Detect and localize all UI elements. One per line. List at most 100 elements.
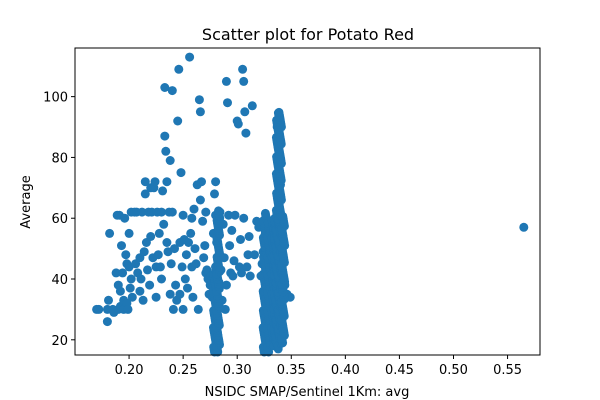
data-point [126, 274, 136, 284]
data-point [211, 177, 221, 187]
x-tick-label: 0.45 [385, 363, 414, 378]
x-tick-label: 0.20 [115, 363, 144, 378]
data-point [161, 146, 171, 156]
data-point [118, 268, 128, 278]
chart-title: Scatter plot for Potato Red [202, 25, 414, 44]
data-point [137, 207, 147, 217]
data-point [191, 259, 201, 269]
y-axis: 20 40 60 80 100 [43, 91, 75, 349]
data-point [154, 228, 164, 238]
data-point [194, 95, 204, 105]
x-axis-label: NSIDC SMAP/Sentinel 1Km: avg [205, 385, 410, 400]
data-point [162, 177, 172, 187]
data-point [178, 304, 188, 314]
data-point [195, 195, 205, 205]
data-point [278, 211, 288, 221]
data-point [176, 168, 186, 178]
data-point [242, 262, 252, 272]
y-tick-label: 60 [51, 212, 68, 227]
data-point [214, 206, 223, 216]
data-point [230, 210, 240, 220]
data-point [138, 295, 148, 305]
x-tick-label: 0.55 [493, 363, 522, 378]
data-point [236, 235, 245, 244]
data-point [166, 259, 176, 269]
data-point [157, 207, 166, 217]
data-point [200, 241, 210, 251]
data-point [181, 250, 191, 260]
y-tick-label: 80 [51, 151, 68, 166]
data-point [178, 210, 188, 220]
data-point [241, 128, 251, 138]
x-tick-label: 0.25 [169, 363, 198, 378]
data-point [146, 232, 156, 241]
data-point [238, 64, 248, 74]
data-point [193, 304, 203, 314]
data-point [190, 244, 200, 254]
data-point [177, 262, 187, 272]
data-point [121, 250, 131, 260]
data-point [237, 268, 246, 278]
data-point [102, 317, 112, 327]
data-point [224, 210, 234, 220]
data-point [189, 204, 199, 214]
data-point [183, 283, 192, 293]
y-tick-label: 100 [43, 91, 68, 106]
data-point [150, 177, 160, 187]
data-point [165, 289, 175, 299]
plot-frame [74, 47, 541, 356]
data-point [158, 186, 168, 196]
data-point [250, 250, 259, 260]
data-point [165, 156, 175, 165]
data-point [221, 76, 231, 86]
data-point [199, 253, 209, 263]
data-point [244, 232, 254, 241]
data-point [201, 207, 211, 217]
data-point [170, 244, 179, 254]
data-point [197, 177, 206, 187]
data-point [243, 250, 253, 260]
data-point [198, 216, 208, 226]
data-point [104, 295, 113, 305]
data-point [233, 119, 243, 129]
x-tick-label: 0.30 [223, 363, 252, 378]
data-point [115, 286, 125, 296]
y-axis-label: Average [19, 175, 34, 228]
data-point [173, 116, 183, 126]
data-point [140, 177, 150, 187]
data-point [195, 107, 205, 117]
data-point [239, 213, 249, 223]
data-point [223, 98, 232, 108]
data-point [240, 107, 250, 117]
data-point [139, 247, 149, 257]
data-point [140, 189, 150, 199]
data-point [245, 271, 255, 281]
data-point [187, 213, 197, 223]
data-point [188, 292, 198, 302]
data-point [160, 83, 170, 92]
data-point [239, 76, 249, 86]
data-point [151, 292, 161, 302]
data-point [228, 271, 238, 281]
data-point [174, 64, 184, 74]
data-point [94, 304, 104, 314]
data-point [143, 265, 152, 275]
data-point [157, 274, 166, 284]
scatter-points [92, 52, 529, 357]
data-point [136, 274, 146, 284]
data-point [186, 228, 196, 238]
data-point [160, 131, 170, 141]
y-tick-label: 20 [51, 334, 68, 349]
data-point [168, 304, 178, 314]
data-point [274, 107, 284, 117]
data-point [111, 268, 121, 278]
data-point [229, 256, 239, 266]
data-point [175, 289, 185, 299]
data-point [127, 292, 137, 302]
data-point [105, 228, 115, 238]
data-point [125, 283, 135, 293]
x-tick-label: 0.35 [277, 363, 306, 378]
data-point [145, 280, 155, 290]
data-point [120, 213, 130, 223]
data-point [167, 207, 177, 217]
